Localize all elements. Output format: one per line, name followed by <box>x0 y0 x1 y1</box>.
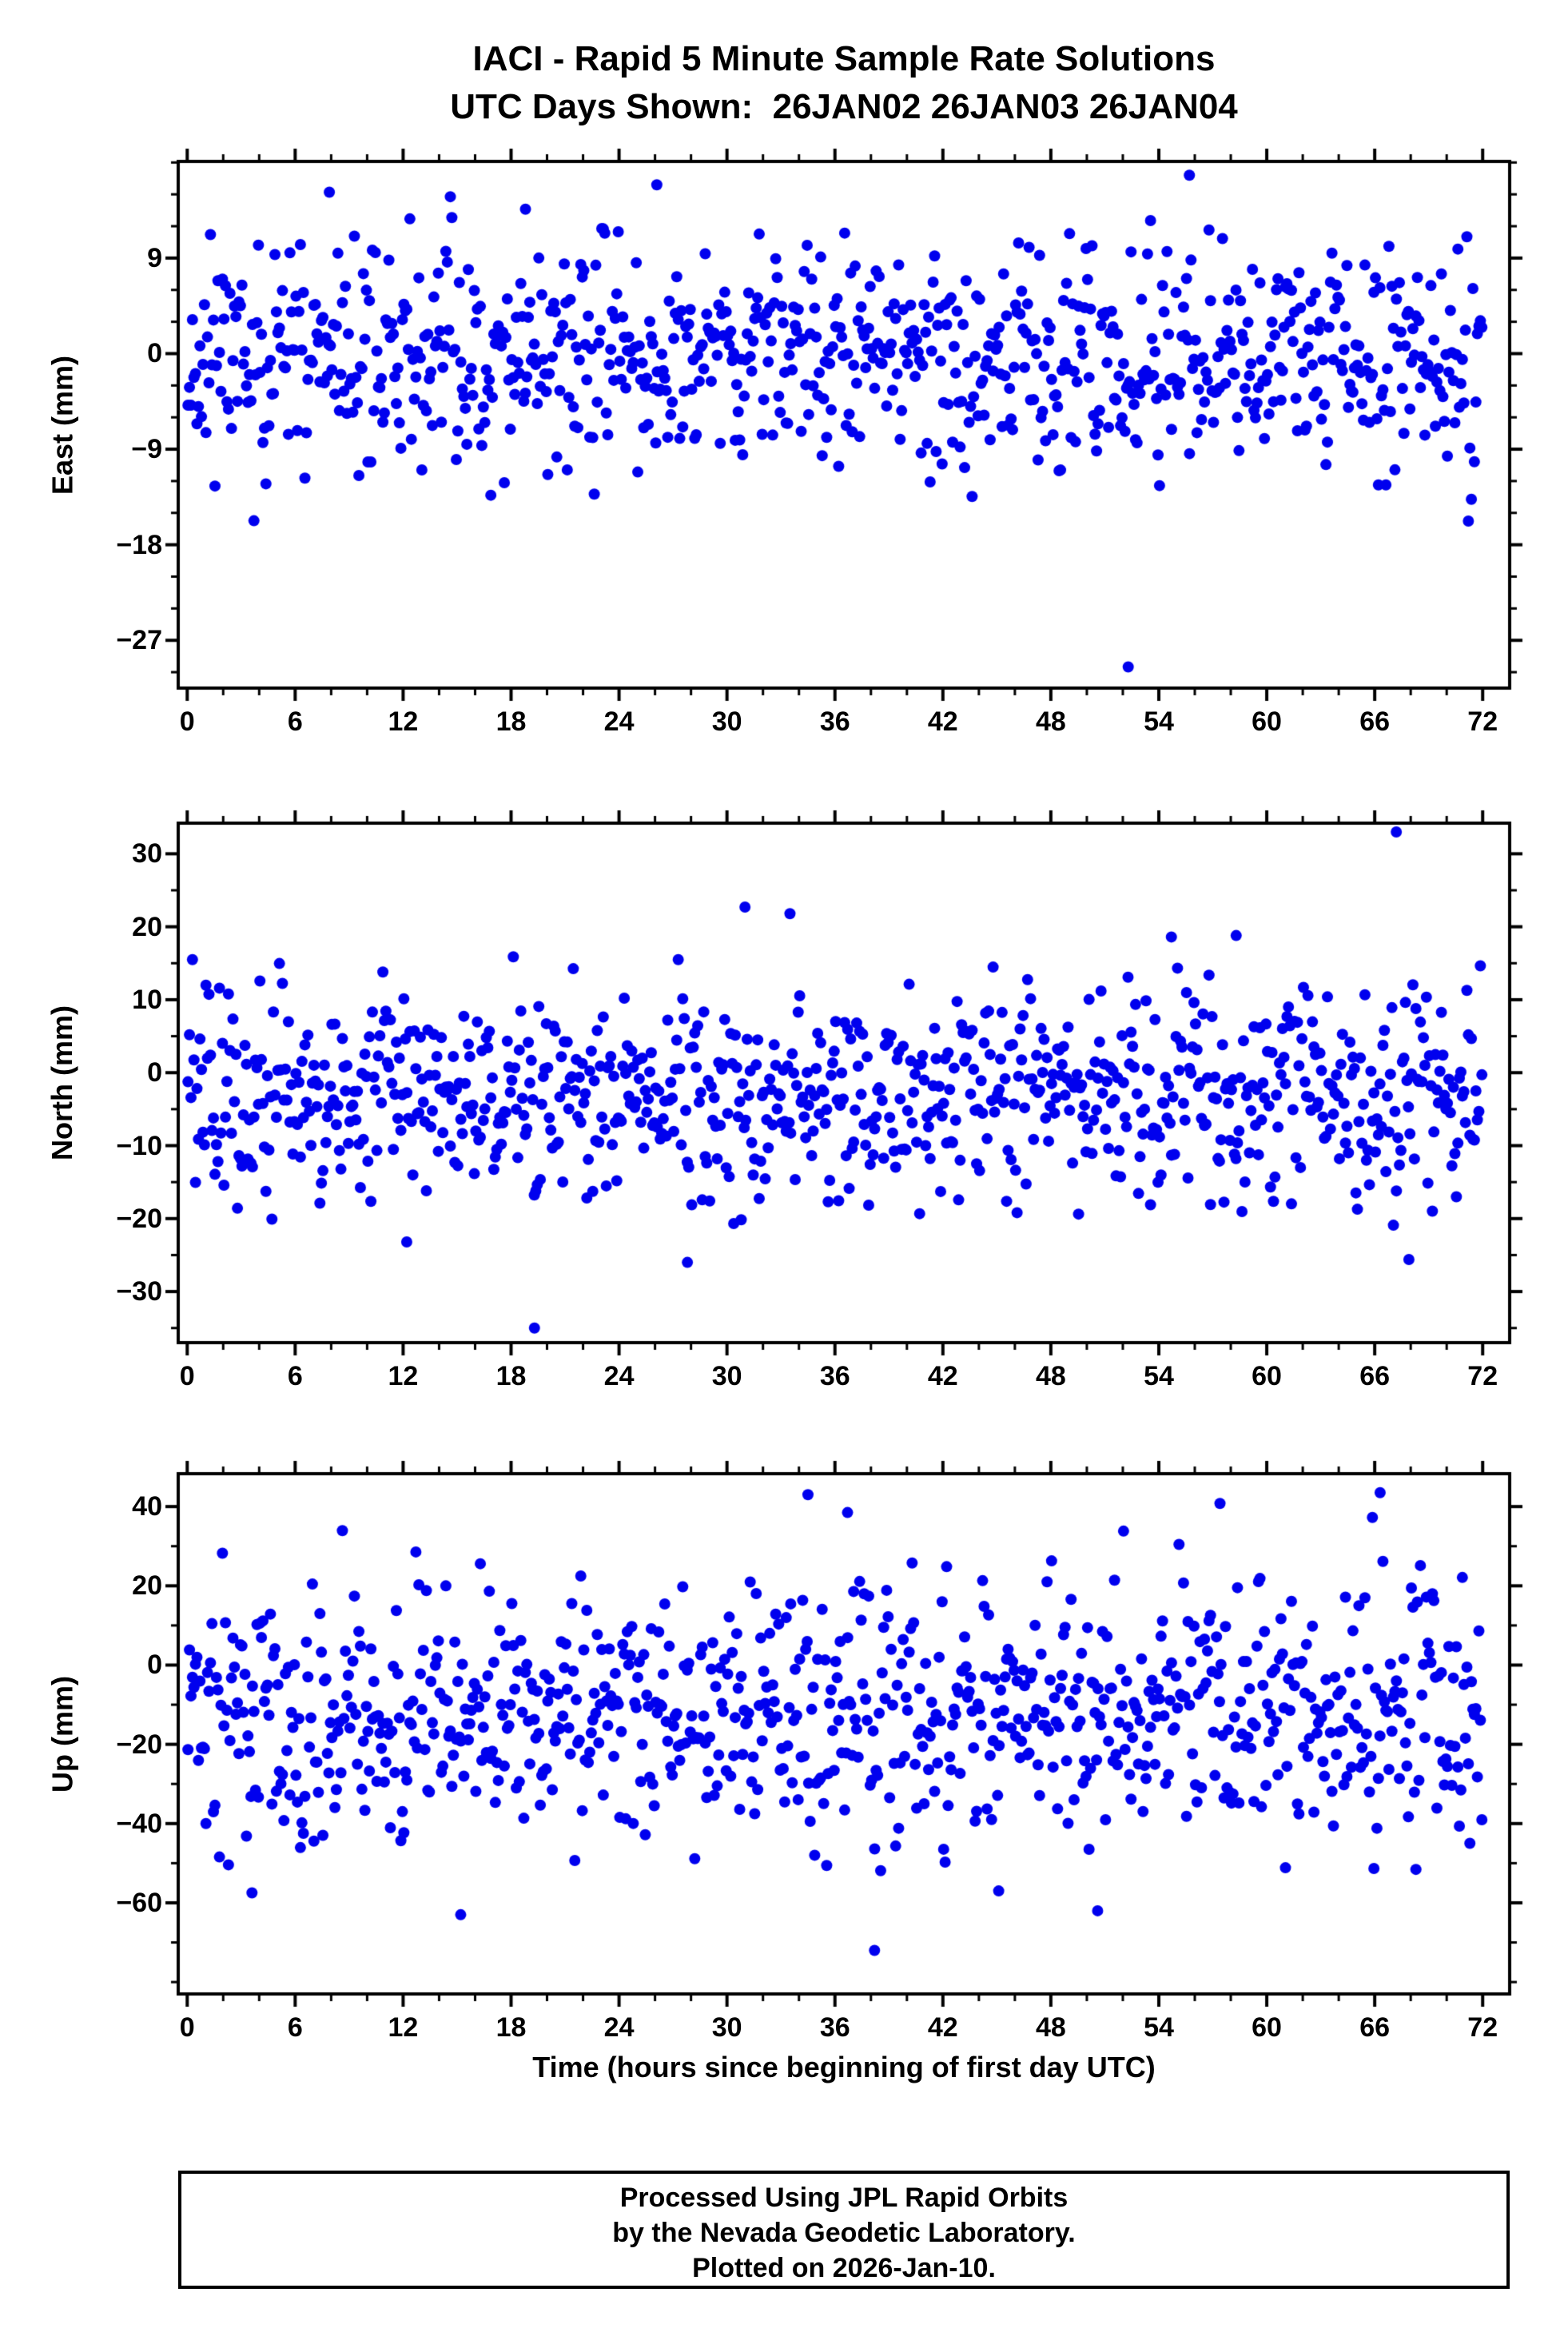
x-tick-label: 60 <box>1252 1361 1282 1391</box>
x-tick-label: 18 <box>495 2012 527 2043</box>
x-tick-label: 24 <box>603 706 635 737</box>
east-scatter-plot <box>157 141 1530 709</box>
x-tick-label: 66 <box>1359 1361 1391 1391</box>
x-tick-label: 24 <box>603 2012 635 2043</box>
x-tick-label: 72 <box>1467 706 1498 737</box>
x-axis-label: Time (hours since beginning of first day… <box>532 2051 1156 2083</box>
up-axis-label: Up (mm) <box>46 1675 78 1793</box>
x-tick-label: 30 <box>711 2012 742 2043</box>
x-tick-label: 36 <box>819 1361 850 1391</box>
north-axis-label: North (mm) <box>46 1005 78 1160</box>
figure-title: IACI - Rapid 5 Minute Sample Rate Soluti… <box>178 35 1510 131</box>
x-tick-label: 6 <box>287 1361 303 1391</box>
x-tick-label: 66 <box>1359 2012 1391 2043</box>
footer-line-2: by the Nevada Geodetic Laboratory. <box>612 2218 1076 2248</box>
x-tick-label: 54 <box>1144 706 1174 737</box>
x-tick-label: 12 <box>388 2012 419 2043</box>
x-tick-label: 0 <box>179 2012 195 2043</box>
up-scatter-plot <box>157 1453 1530 2015</box>
x-tick-label: 48 <box>1035 2012 1066 2043</box>
footer-line-1: Processed Using JPL Rapid Orbits <box>619 2183 1069 2213</box>
x-tick-label: 66 <box>1359 706 1391 737</box>
x-tick-label: 48 <box>1035 706 1066 737</box>
x-tick-label: 42 <box>927 1361 958 1391</box>
title-line-1: IACI - Rapid 5 Minute Sample Rate Soluti… <box>472 39 1216 78</box>
x-tick-label: 0 <box>179 1361 195 1391</box>
north-scatter-plot <box>157 802 1530 1363</box>
x-tick-label: 54 <box>1144 2012 1174 2043</box>
x-tick-label: 30 <box>711 706 742 737</box>
x-tick-label: 60 <box>1252 2012 1282 2043</box>
x-tick-label: 60 <box>1252 706 1282 737</box>
x-tick-label: 72 <box>1467 2012 1498 2043</box>
east-axis-label: East (mm) <box>46 355 78 495</box>
x-tick-label: 12 <box>388 706 419 737</box>
x-tick-label: 42 <box>927 2012 958 2043</box>
x-tick-label: 12 <box>388 1361 419 1391</box>
footer-line-3: Plotted on 2026-Jan-10. <box>692 2253 996 2283</box>
x-tick-label: 36 <box>819 706 850 737</box>
x-tick-label: 54 <box>1144 1361 1174 1391</box>
x-tick-label: 36 <box>819 2012 850 2043</box>
x-tick-label: 18 <box>495 706 527 737</box>
x-tick-label: 48 <box>1035 1361 1066 1391</box>
footer-box: Processed Using JPL Rapid Orbits by the … <box>178 2171 1510 2289</box>
x-tick-label: 30 <box>711 1361 742 1391</box>
x-tick-label: 24 <box>603 1361 635 1391</box>
x-tick-label: 42 <box>927 706 958 737</box>
x-tick-label: 0 <box>179 706 195 737</box>
x-tick-label: 6 <box>287 706 303 737</box>
x-tick-label: 72 <box>1467 1361 1498 1391</box>
x-tick-label: 6 <box>287 2012 303 2043</box>
x-tick-label: 18 <box>495 1361 527 1391</box>
title-line-2: UTC Days Shown: 26JAN02 26JAN03 26JAN04 <box>450 87 1238 126</box>
